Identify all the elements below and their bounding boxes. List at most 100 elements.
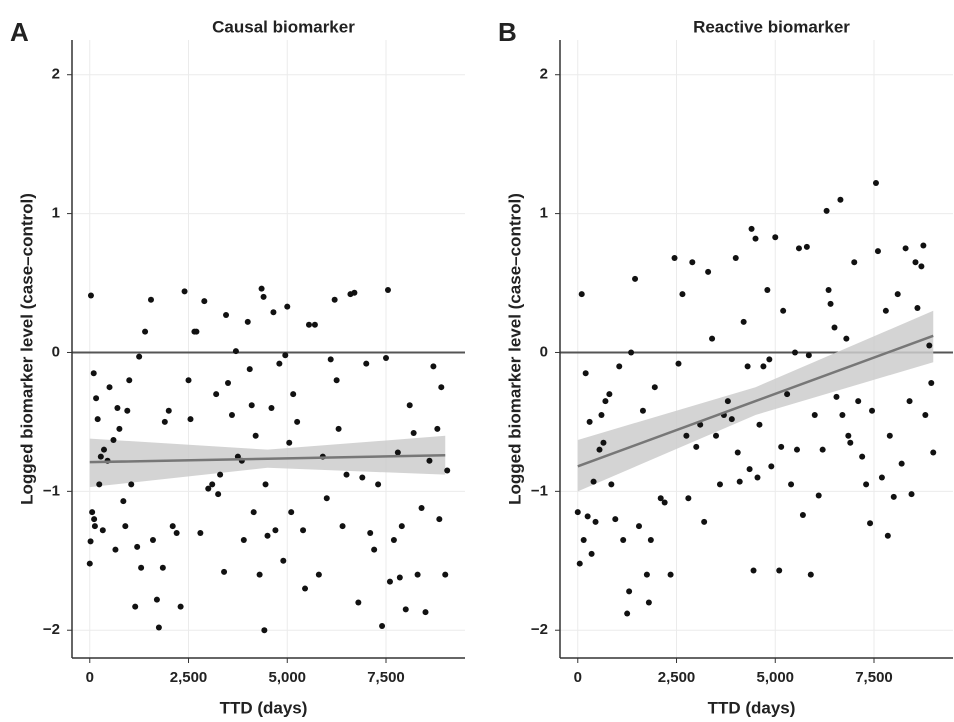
data-point [355,599,362,606]
data-point [311,321,318,328]
data-point [620,536,627,543]
data-point [906,398,913,405]
data-point [223,311,230,318]
data-point [732,255,739,262]
data-point [225,380,232,387]
data-point [264,532,271,539]
data-point [598,411,605,418]
data-point [679,291,686,298]
x-axis-label: TTD (days) [708,698,796,717]
data-point [886,432,893,439]
data-point [914,305,921,312]
data-point [867,520,874,527]
data-point [375,481,382,488]
data-point [161,418,168,425]
data-point [335,425,342,432]
data-point [805,352,812,359]
data-point [93,395,100,402]
data-point [803,243,810,250]
data-point [165,407,172,414]
data-point [574,509,581,516]
data-point [290,391,297,398]
data-point [713,432,720,439]
data-point [922,411,929,418]
x-tick-label: 7,500 [855,669,893,686]
data-point [744,363,751,370]
data-point [252,432,259,439]
data-point [827,300,834,307]
data-point [396,574,403,581]
data-point [693,443,700,450]
data-point [778,443,785,450]
data-point [930,449,937,456]
data-point [918,263,925,270]
data-point [588,550,595,557]
data-point [142,328,149,335]
data-point [748,225,755,232]
data-point [284,303,291,310]
data-point [91,523,98,530]
data-point [792,349,799,356]
chart-title: Reactive biomarker [693,17,850,36]
data-point [185,377,192,384]
fit-line [577,334,934,468]
data-point [580,536,587,543]
data-point [116,425,123,432]
data-point [920,242,927,249]
data-point [197,530,204,537]
data-point [228,411,235,418]
data-point [422,609,429,616]
data-point [201,298,208,305]
y-axis-label: Logged biomarker level (case–control) [505,193,524,505]
data-point [134,543,141,550]
data-point [825,286,832,293]
data-point [689,259,696,266]
data-point [628,349,635,356]
data-point [600,439,607,446]
data-point [286,439,293,446]
data-point [750,567,757,574]
data-point [582,370,589,377]
data-point [91,516,98,523]
data-point [833,393,840,400]
data-point [112,546,119,553]
data-point [811,411,818,418]
data-point [323,495,330,502]
data-point [624,610,631,617]
data-point [831,324,838,331]
data-point [209,481,216,488]
data-point [363,360,370,367]
data-point [882,307,889,314]
data-point [250,509,257,516]
data-point [884,532,891,539]
x-tick-label: 0 [86,669,94,686]
data-point [262,481,269,488]
data-point [122,523,129,530]
data-point [768,463,775,470]
data-point [596,446,603,453]
data-point [815,492,822,499]
data-point [740,318,747,325]
data-point [632,275,639,282]
data-point [872,180,879,187]
data-point [147,296,154,303]
data-point [282,352,289,359]
data-point [240,536,247,543]
data-point [754,474,761,481]
data-point [612,516,619,523]
data-point [406,402,413,409]
data-point [398,523,405,530]
data-point [367,530,374,537]
data-point [280,557,287,564]
y-tick-label: 1 [540,205,548,222]
data-point [863,481,870,488]
x-tick-label: 5,000 [756,669,794,686]
data-point [784,391,791,398]
data-point [434,425,441,432]
data-point [99,527,106,534]
data-point [155,624,162,631]
data-point [213,391,220,398]
data-point [315,571,322,578]
data-point [760,363,767,370]
data-point [756,421,763,428]
